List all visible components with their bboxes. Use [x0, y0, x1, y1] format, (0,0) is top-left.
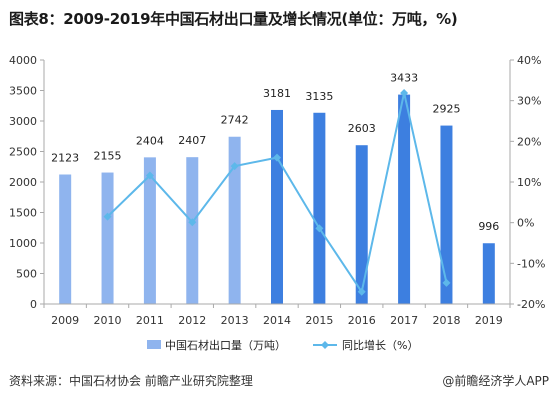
bar-2012 [186, 157, 199, 304]
bar-2011 [143, 157, 156, 304]
left-tick-label: 3500 [9, 85, 37, 98]
left-tick-label: 4000 [9, 54, 37, 67]
x-tick-label: 2011 [136, 314, 164, 327]
x-tick-label: 2014 [263, 314, 291, 327]
growth-point-2015 [315, 224, 324, 233]
x-tick-label: 2009 [51, 314, 79, 327]
brand-credit: @前瞻经济学人APP [442, 374, 549, 388]
x-tick-label: 2015 [305, 314, 333, 327]
left-tick-label: 2000 [9, 176, 37, 189]
bar-2015 [313, 112, 326, 304]
legend-line-label: 同比增长（%） [342, 338, 418, 352]
chart-title: 图表8：2009-2019年中国石材出口量及增长情况(单位：万吨，%) [9, 10, 458, 28]
axes: 0 500 1000 1500 2000 2500 3000 3500 4000 -20% -10%… [9, 54, 545, 327]
left-tick-label: 0 [30, 298, 37, 311]
growth-point-2013 [230, 162, 239, 171]
bar-2010 [101, 172, 114, 304]
growth-point-2010 [103, 212, 112, 221]
bar-2017 [398, 94, 411, 304]
x-tick-label: 2016 [348, 314, 376, 327]
right-tick-label: 0% [517, 217, 534, 230]
left-tick-label: 2500 [9, 146, 37, 159]
bar-2016 [355, 145, 368, 304]
legend-bar-label: 中国石材出口量（万吨） [165, 338, 286, 352]
bar-label-2015: 3135 [305, 90, 333, 103]
right-tick-label: 10% [517, 176, 541, 189]
bar-2009 [59, 174, 72, 304]
x-tick-label: 2018 [432, 314, 460, 327]
bar-label-2012: 2407 [178, 134, 206, 147]
bar-label-2017: 3433 [390, 72, 418, 85]
chart-legend: 中国石材出口量（万吨） 同比增长（%） [147, 338, 418, 352]
bar-series [59, 94, 495, 304]
x-tick-label: 2010 [94, 314, 122, 327]
left-tick-label: 1500 [9, 207, 37, 220]
bar-label-2009: 2123 [51, 151, 79, 164]
bar-2014 [271, 109, 283, 304]
left-tick-label: 3000 [9, 115, 37, 128]
bar-label-2011: 2404 [136, 134, 164, 147]
bar-2013 [228, 136, 241, 304]
growth-point-2017 [400, 88, 409, 97]
bar-label-2019: 996 [478, 220, 499, 233]
growth-point-2012 [188, 218, 197, 227]
bar-2018 [440, 125, 453, 304]
right-tick-label: 30% [517, 95, 541, 108]
growth-line-series [103, 88, 451, 296]
left-tick-label: 1000 [9, 237, 37, 250]
growth-point-2014 [273, 153, 281, 162]
x-tick-label: 2013 [221, 314, 249, 327]
x-tick-label: 2019 [475, 314, 503, 327]
source-note: 资料来源：中国石材协会 前瞻产业研究院整理 [9, 374, 253, 388]
right-tick-label: 20% [517, 135, 541, 148]
right-tick-label: 40% [517, 54, 541, 67]
right-tick-label: -10% [517, 257, 545, 270]
bar-label-2018: 2925 [432, 103, 460, 116]
growth-point-2018 [442, 278, 451, 287]
left-tick-label: 500 [16, 268, 37, 281]
bar-label-2016: 2603 [348, 122, 376, 135]
bar-label-2013: 2742 [221, 114, 249, 127]
x-tick-label: 2012 [178, 314, 206, 327]
bar-2019 [482, 243, 495, 304]
x-tick-label: 2017 [390, 314, 418, 327]
bar-data-labels: 2123 2155 2404 2407 2742 3181 3135 2603 3433 2925… [51, 72, 499, 234]
bar-label-2010: 2155 [94, 150, 122, 163]
growth-point-2016 [357, 287, 366, 296]
bar-label-2014: 3181 [263, 87, 291, 100]
right-tick-label: -20% [517, 298, 545, 311]
growth-point-2011 [145, 171, 154, 180]
legend-line-marker [321, 341, 329, 349]
legend-bar-swatch [147, 340, 161, 349]
